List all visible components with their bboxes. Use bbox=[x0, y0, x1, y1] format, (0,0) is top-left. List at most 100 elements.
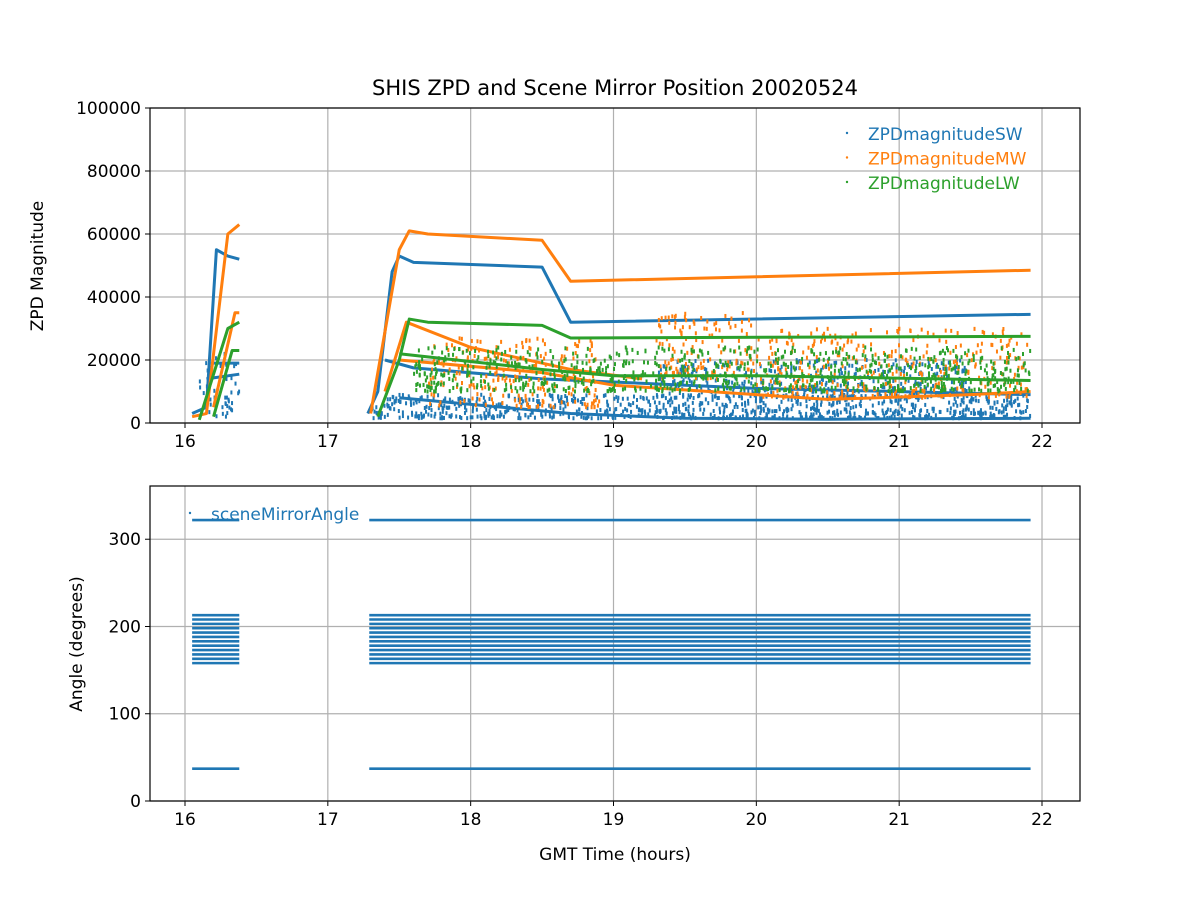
data-point bbox=[500, 357, 503, 362]
data-point bbox=[877, 367, 880, 372]
data-point bbox=[493, 387, 496, 392]
data-point bbox=[803, 390, 806, 395]
data-point bbox=[846, 384, 849, 389]
data-point bbox=[560, 357, 563, 362]
data-point bbox=[955, 365, 958, 370]
data-point bbox=[448, 389, 451, 394]
data-point bbox=[942, 381, 945, 386]
data-point bbox=[417, 414, 420, 419]
data-point bbox=[679, 388, 682, 393]
data-point bbox=[979, 380, 982, 385]
data-point bbox=[230, 407, 233, 412]
data-point bbox=[810, 388, 813, 393]
data-point bbox=[927, 356, 930, 361]
data-point bbox=[437, 359, 440, 364]
data-point bbox=[604, 393, 607, 398]
data-point bbox=[952, 413, 955, 418]
data-point bbox=[621, 387, 624, 392]
data-point bbox=[970, 388, 973, 393]
data-point bbox=[871, 410, 874, 415]
data-point bbox=[925, 350, 928, 355]
data-point bbox=[215, 356, 218, 361]
data-point bbox=[685, 380, 688, 385]
data-point bbox=[199, 385, 202, 390]
data-point bbox=[514, 386, 517, 391]
data-point bbox=[848, 354, 851, 359]
data-point bbox=[711, 370, 714, 375]
data-point bbox=[585, 361, 588, 366]
data-point bbox=[506, 361, 509, 366]
data-point bbox=[474, 403, 477, 408]
data-point bbox=[813, 339, 816, 344]
data-point bbox=[941, 348, 944, 353]
data-point bbox=[961, 399, 964, 404]
data-point bbox=[862, 343, 865, 348]
data-point bbox=[820, 414, 823, 419]
data-point bbox=[224, 414, 227, 419]
data-point bbox=[928, 363, 931, 368]
data-point bbox=[751, 389, 754, 394]
data-point bbox=[717, 395, 720, 400]
data-point bbox=[590, 341, 593, 346]
data-point bbox=[926, 415, 929, 420]
data-point bbox=[439, 411, 442, 416]
data-point bbox=[700, 386, 703, 391]
data-point bbox=[956, 331, 959, 336]
data-point bbox=[521, 340, 524, 345]
data-point bbox=[892, 362, 895, 367]
data-point bbox=[985, 394, 988, 399]
legend-marker bbox=[845, 156, 849, 159]
data-point bbox=[525, 359, 528, 364]
data-point bbox=[962, 380, 965, 385]
data-point bbox=[415, 369, 418, 374]
data-point bbox=[461, 366, 464, 371]
data-point bbox=[947, 373, 950, 378]
data-point bbox=[840, 371, 843, 376]
data-point bbox=[978, 375, 981, 380]
data-point bbox=[847, 338, 850, 343]
data-point bbox=[714, 393, 717, 398]
data-point bbox=[1025, 394, 1028, 399]
data-point bbox=[732, 370, 735, 375]
data-point bbox=[452, 352, 455, 357]
data-point bbox=[768, 368, 771, 373]
data-point bbox=[592, 374, 595, 379]
data-point bbox=[844, 366, 847, 371]
data-point bbox=[549, 349, 552, 354]
data-point bbox=[767, 387, 770, 392]
data-point bbox=[233, 364, 236, 369]
data-point bbox=[665, 337, 668, 342]
data-point bbox=[879, 393, 882, 398]
data-point bbox=[780, 364, 783, 369]
data-point bbox=[930, 367, 933, 372]
x-tick-label: 16 bbox=[174, 432, 196, 452]
data-point bbox=[516, 408, 519, 413]
data-point bbox=[497, 402, 500, 407]
data-point bbox=[828, 356, 831, 361]
data-point bbox=[541, 414, 544, 419]
data-point bbox=[944, 351, 947, 356]
data-point bbox=[502, 358, 505, 363]
data-point bbox=[668, 343, 671, 348]
data-point bbox=[1008, 394, 1011, 399]
data-point bbox=[910, 366, 913, 371]
data-point bbox=[483, 356, 486, 361]
data-point bbox=[607, 403, 610, 408]
data-point bbox=[912, 402, 915, 407]
data-point bbox=[540, 381, 543, 386]
data-point bbox=[515, 349, 518, 354]
data-point bbox=[805, 355, 808, 360]
data-point bbox=[624, 407, 627, 412]
data-point bbox=[502, 414, 505, 419]
data-point bbox=[458, 347, 461, 352]
data-point bbox=[801, 378, 804, 383]
data-point bbox=[993, 361, 996, 366]
data-point bbox=[702, 358, 705, 363]
data-point bbox=[773, 369, 776, 374]
data-point bbox=[894, 358, 897, 363]
data-point bbox=[851, 394, 854, 399]
data-point bbox=[681, 325, 684, 330]
data-point bbox=[759, 364, 762, 369]
data-point bbox=[782, 354, 785, 359]
